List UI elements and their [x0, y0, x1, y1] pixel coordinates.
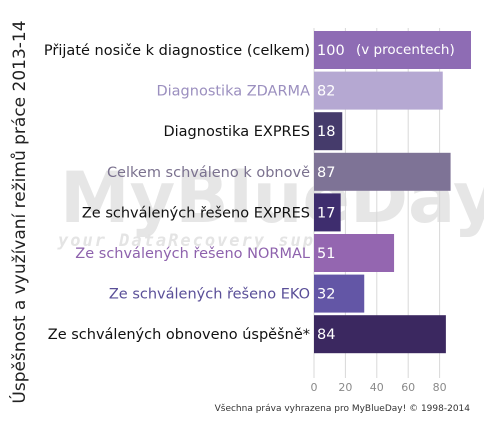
- bars: [314, 31, 471, 354]
- units-annotation: (v procentech): [356, 42, 455, 58]
- x-tick-label: 0: [311, 381, 318, 394]
- value-label: 32: [317, 287, 335, 303]
- category-labels: Přijaté nosiče k diagnostice (celkem) Dia…: [44, 43, 310, 343]
- bar: [314, 315, 446, 354]
- category-label: Ze schválených řešeno NORMAL: [75, 246, 310, 262]
- category-label: Ze schválených řešeno EXPRES: [82, 205, 310, 221]
- x-tick-label: 60: [401, 381, 415, 394]
- category-label: Ze schválených řešeno EKO: [109, 287, 310, 303]
- bar: [314, 31, 471, 69]
- category-label: Přijaté nosiče k diagnostice (celkem): [44, 43, 310, 59]
- value-label: 87: [317, 165, 335, 181]
- category-label: Ze schválených obnoveno úspěšně*: [48, 327, 310, 343]
- value-label: 82: [317, 84, 335, 100]
- x-tick-label: 40: [370, 381, 384, 394]
- bar: [314, 234, 395, 272]
- bar: [314, 112, 343, 151]
- bar: [314, 71, 443, 110]
- value-label: 84: [317, 327, 335, 343]
- chart-title: Úspěšnost a využívaní režimů práce 2013-…: [8, 20, 30, 403]
- x-tick-label: 80: [433, 381, 447, 394]
- copyright-notice: Všechna práva vyhrazena pro MyBlueDay! ©…: [214, 404, 470, 414]
- value-label: 17: [317, 205, 335, 221]
- value-label: 100: [317, 43, 345, 59]
- category-label: Diagnostika EXPRES: [163, 124, 310, 140]
- x-axis-ticks: 0 20 40 60 80: [311, 381, 447, 394]
- value-label: 51: [317, 246, 335, 262]
- category-label: Celkem schváleno k obnově: [107, 165, 310, 181]
- bar: [314, 274, 365, 313]
- value-labels: 100 82 18 87 17 51 32 84: [317, 43, 345, 343]
- value-label: 18: [317, 124, 335, 140]
- category-label: Diagnostika ZDARMA: [156, 84, 310, 100]
- bar: [314, 152, 451, 191]
- x-tick-label: 20: [338, 381, 352, 394]
- bar: [314, 193, 341, 232]
- watermark-tagline: your DataRecovery support: [57, 231, 364, 251]
